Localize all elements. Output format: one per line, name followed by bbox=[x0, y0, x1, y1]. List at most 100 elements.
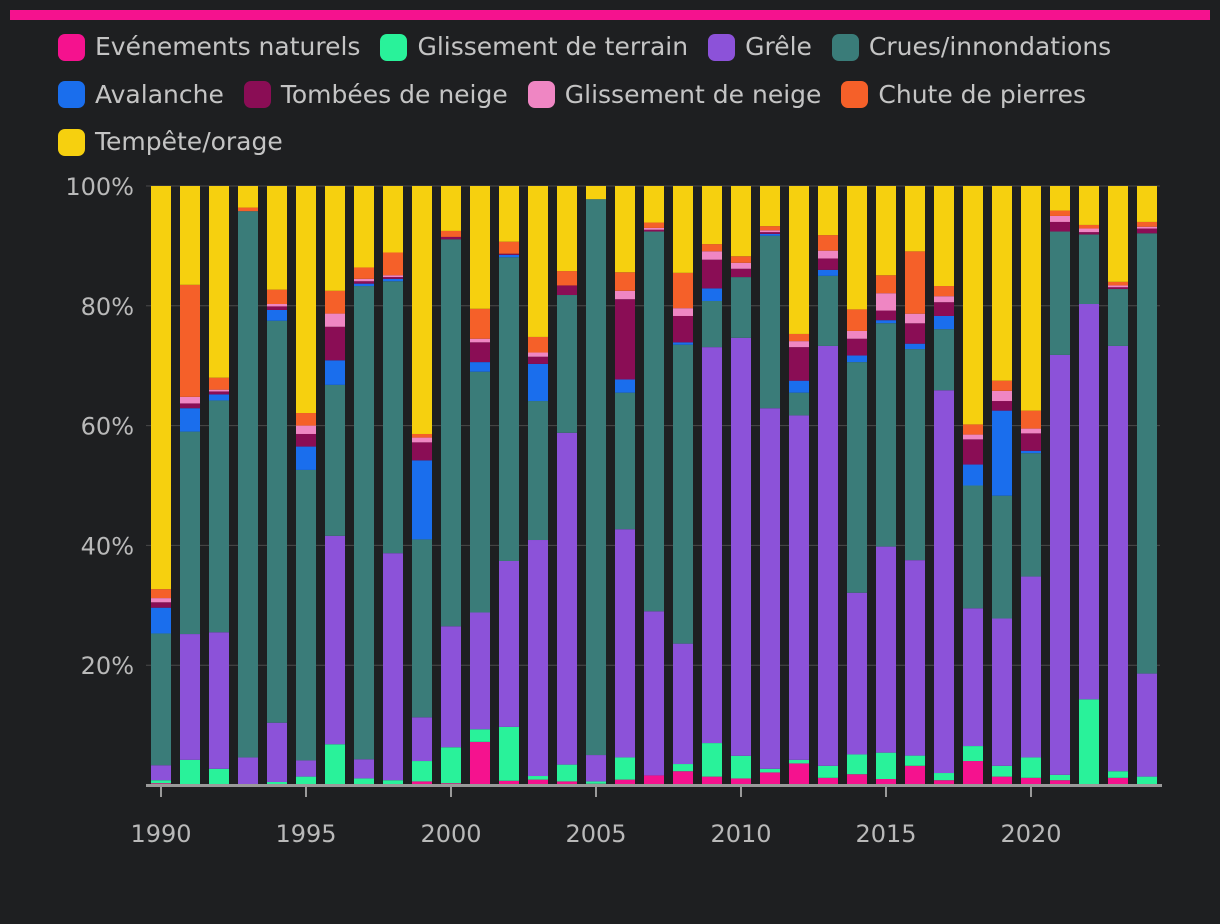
bar-segment[interactable] bbox=[1021, 453, 1041, 577]
bar-segment[interactable] bbox=[615, 290, 635, 300]
bar-segment[interactable] bbox=[528, 356, 548, 364]
bar-segment[interactable] bbox=[296, 425, 316, 434]
bar-segment[interactable] bbox=[615, 392, 635, 530]
bar-segment[interactable] bbox=[499, 241, 519, 254]
bar-segment[interactable] bbox=[499, 186, 519, 242]
bar-segment[interactable] bbox=[1021, 428, 1041, 434]
legend-item[interactable]: Tombées de neige bbox=[243, 74, 508, 116]
bar-segment[interactable] bbox=[151, 602, 171, 608]
bar-segment[interactable] bbox=[325, 313, 345, 327]
bar-segment[interactable] bbox=[180, 284, 200, 397]
bar-segment[interactable] bbox=[702, 301, 722, 348]
bar-segment[interactable] bbox=[1050, 215, 1070, 222]
bar-segment[interactable] bbox=[209, 186, 229, 378]
bar-segment[interactable] bbox=[673, 764, 693, 772]
bar-segment[interactable] bbox=[499, 780, 519, 785]
bar-segment[interactable] bbox=[702, 743, 722, 777]
bar-segment[interactable] bbox=[1050, 186, 1070, 211]
bar-segment[interactable] bbox=[499, 560, 519, 727]
bar-segment[interactable] bbox=[354, 278, 374, 282]
bar-segment[interactable] bbox=[702, 347, 722, 744]
bar-segment[interactable] bbox=[209, 632, 229, 769]
bar-segment[interactable] bbox=[934, 302, 954, 316]
bar-segment[interactable] bbox=[905, 251, 925, 314]
bar-segment[interactable] bbox=[267, 306, 287, 310]
bar-segment[interactable] bbox=[383, 252, 403, 276]
bar-stack[interactable] bbox=[615, 186, 635, 785]
bar-segment[interactable] bbox=[528, 540, 548, 777]
bar-stack[interactable] bbox=[1021, 186, 1041, 785]
bar-segment[interactable] bbox=[789, 341, 809, 348]
bar-segment[interactable] bbox=[1108, 186, 1128, 282]
bar-segment[interactable] bbox=[441, 239, 461, 627]
bar-stack[interactable] bbox=[296, 186, 316, 785]
bar-segment[interactable] bbox=[557, 781, 577, 785]
bar-segment[interactable] bbox=[383, 275, 403, 278]
bar-segment[interactable] bbox=[644, 231, 664, 612]
bar-segment[interactable] bbox=[151, 598, 171, 603]
bar-segment[interactable] bbox=[760, 768, 780, 773]
bar-segment[interactable] bbox=[847, 754, 867, 775]
bar-segment[interactable] bbox=[557, 271, 577, 286]
bar-segment[interactable] bbox=[702, 259, 722, 289]
bar-stack[interactable] bbox=[818, 186, 838, 785]
bar-segment[interactable] bbox=[963, 439, 983, 465]
bar-segment[interactable] bbox=[905, 323, 925, 344]
bar-segment[interactable] bbox=[731, 262, 751, 269]
bar-segment[interactable] bbox=[528, 352, 548, 357]
bar-segment[interactable] bbox=[876, 310, 896, 321]
bar-segment[interactable] bbox=[528, 779, 548, 785]
bar-segment[interactable] bbox=[180, 634, 200, 760]
bar-segment[interactable] bbox=[412, 761, 432, 782]
bar-stack[interactable] bbox=[673, 186, 693, 785]
bar-segment[interactable] bbox=[180, 431, 200, 635]
bar-segment[interactable] bbox=[180, 408, 200, 432]
bar-segment[interactable] bbox=[528, 186, 548, 337]
bar-segment[interactable] bbox=[1021, 186, 1041, 411]
bar-segment[interactable] bbox=[354, 759, 374, 779]
bar-segment[interactable] bbox=[151, 607, 171, 634]
bar-segment[interactable] bbox=[1108, 777, 1128, 785]
bar-segment[interactable] bbox=[1137, 221, 1157, 227]
bar-segment[interactable] bbox=[934, 286, 954, 297]
bar-segment[interactable] bbox=[470, 342, 490, 363]
bar-segment[interactable] bbox=[470, 612, 490, 730]
bar-segment[interactable] bbox=[876, 323, 896, 547]
legend-item[interactable]: Glissement de neige bbox=[527, 74, 821, 116]
bar-segment[interactable] bbox=[412, 442, 432, 461]
bar-segment[interactable] bbox=[760, 233, 780, 236]
bar-segment[interactable] bbox=[818, 345, 838, 766]
bar-segment[interactable] bbox=[673, 315, 693, 343]
bar-segment[interactable] bbox=[412, 437, 432, 443]
bar-segment[interactable] bbox=[847, 338, 867, 356]
bar-segment[interactable] bbox=[1021, 757, 1041, 778]
bar-segment[interactable] bbox=[644, 186, 664, 223]
bar-segment[interactable] bbox=[731, 256, 751, 263]
bar-stack[interactable] bbox=[1108, 186, 1128, 785]
bar-segment[interactable] bbox=[1021, 777, 1041, 785]
bar-segment[interactable] bbox=[789, 759, 809, 764]
bar-stack[interactable] bbox=[789, 186, 809, 785]
bar-segment[interactable] bbox=[296, 469, 316, 761]
bar-segment[interactable] bbox=[876, 752, 896, 780]
bar-segment[interactable] bbox=[876, 293, 896, 311]
bar-segment[interactable] bbox=[151, 780, 171, 784]
bar-segment[interactable] bbox=[412, 717, 432, 762]
bar-segment[interactable] bbox=[1050, 221, 1070, 232]
bar-segment[interactable] bbox=[673, 342, 693, 345]
bar-segment[interactable] bbox=[963, 434, 983, 440]
bar-stack[interactable] bbox=[876, 186, 896, 785]
bar-stack[interactable] bbox=[731, 186, 751, 785]
bar-segment[interactable] bbox=[934, 186, 954, 287]
bar-segment[interactable] bbox=[499, 257, 519, 561]
bar-segment[interactable] bbox=[847, 186, 867, 310]
bar-segment[interactable] bbox=[1079, 224, 1099, 229]
bar-segment[interactable] bbox=[296, 186, 316, 414]
bar-segment[interactable] bbox=[905, 186, 925, 252]
bar-segment[interactable] bbox=[1050, 354, 1070, 775]
bar-segment[interactable] bbox=[557, 764, 577, 782]
bar-segment[interactable] bbox=[1137, 776, 1157, 785]
bar-segment[interactable] bbox=[847, 362, 867, 593]
bar-segment[interactable] bbox=[731, 186, 751, 257]
bar-segment[interactable] bbox=[1021, 576, 1041, 758]
